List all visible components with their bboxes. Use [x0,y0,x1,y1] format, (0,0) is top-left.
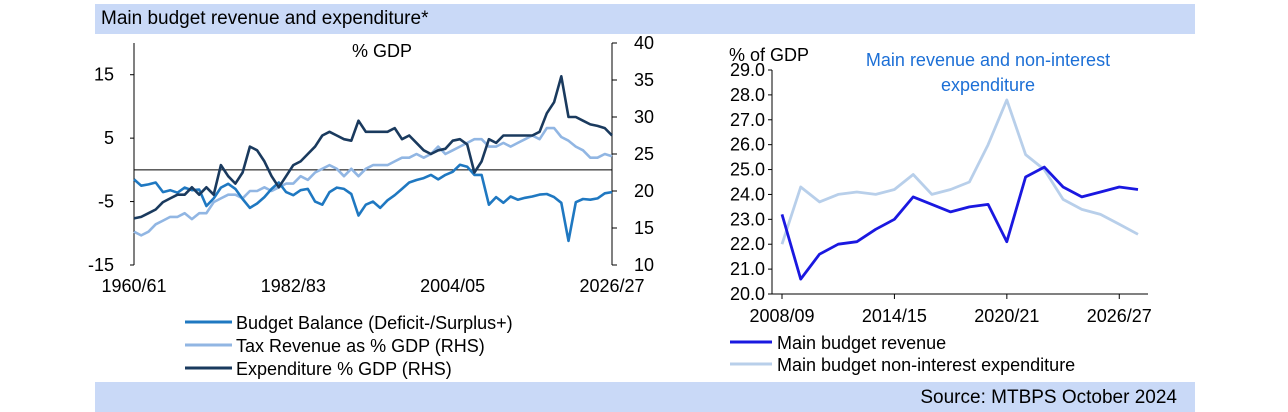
right-chart-y-tick-label: 24.0 [730,184,765,204]
right-chart-title-line-1: Main revenue and non-interest [866,50,1110,70]
left-y-tick-label: -15 [88,255,114,275]
x-tick-label: 2004/05 [420,276,485,296]
right-y-tick-label: 10 [634,255,654,275]
right-chart-y-tick-label: 27.0 [730,110,765,130]
right-chart-x-tick-label: 2014/15 [862,306,927,326]
legend-label-non-interest-expenditure: Main budget non-interest expenditure [777,355,1075,375]
series-line-main-revenue [780,165,1139,281]
right-y-tick-label: 15 [634,218,654,238]
legend-label-tax-revenue: Tax Revenue as % GDP (RHS) [236,336,485,356]
left-chart-unit-label: % GDP [352,41,412,61]
x-tick-label: 1960/61 [101,276,166,296]
right-y-tick-label: 30 [634,107,654,127]
right-y-tick-label: 40 [634,33,654,53]
right-chart-unit-label: % of GDP [729,45,809,65]
legend-label-main-revenue: Main budget revenue [777,333,946,353]
right-chart-title-line-2: expenditure [941,75,1035,95]
series-line-budget-balance [133,163,613,243]
right-chart-x-tick-label: 2020/21 [974,306,1039,326]
right-chart-y-tick-label: 20.0 [730,284,765,304]
legend-label-budget-balance: Budget Balance (Deficit-/Surplus+) [236,313,513,333]
right-chart-y-tick-label: 21.0 [730,259,765,279]
x-tick-label: 2026/27 [579,276,644,296]
series-line-expenditure [133,75,613,220]
left-y-tick-label: 5 [104,128,114,148]
right-y-tick-label: 35 [634,70,654,90]
left-y-tick-label: -5 [98,192,114,212]
title-band: Main budget revenue and expenditure* [95,4,1195,34]
right-y-tick-label: 25 [634,144,654,164]
left-y-tick-label: 15 [94,65,114,85]
right-chart-y-tick-label: 22.0 [730,234,765,254]
page-title: Main budget revenue and expenditure* [101,8,429,29]
series-line-tax-revenue [133,126,613,237]
right-chart-y-tick-label: 26.0 [730,135,765,155]
right-chart-y-tick-label: 23.0 [730,209,765,229]
x-tick-label: 1982/83 [261,276,326,296]
right-y-tick-label: 20 [634,181,654,201]
right-chart-y-tick-label: 28.0 [730,85,765,105]
legend-label-expenditure: Expenditure % GDP (RHS) [236,359,452,379]
right-chart-y-tick-label: 25.0 [730,160,765,180]
series-line-non-interest-expenditure [780,98,1139,245]
source-band: Source: MTBPS October 2024 [95,382,1195,412]
right-chart-x-tick-label: 2008/09 [749,306,814,326]
right-chart-x-tick-label: 2026/27 [1087,306,1152,326]
right-chart-y-tick-label: 29.0 [730,60,765,80]
source-note: Source: MTBPS October 2024 [920,387,1177,408]
left-chart-axes [133,43,613,265]
